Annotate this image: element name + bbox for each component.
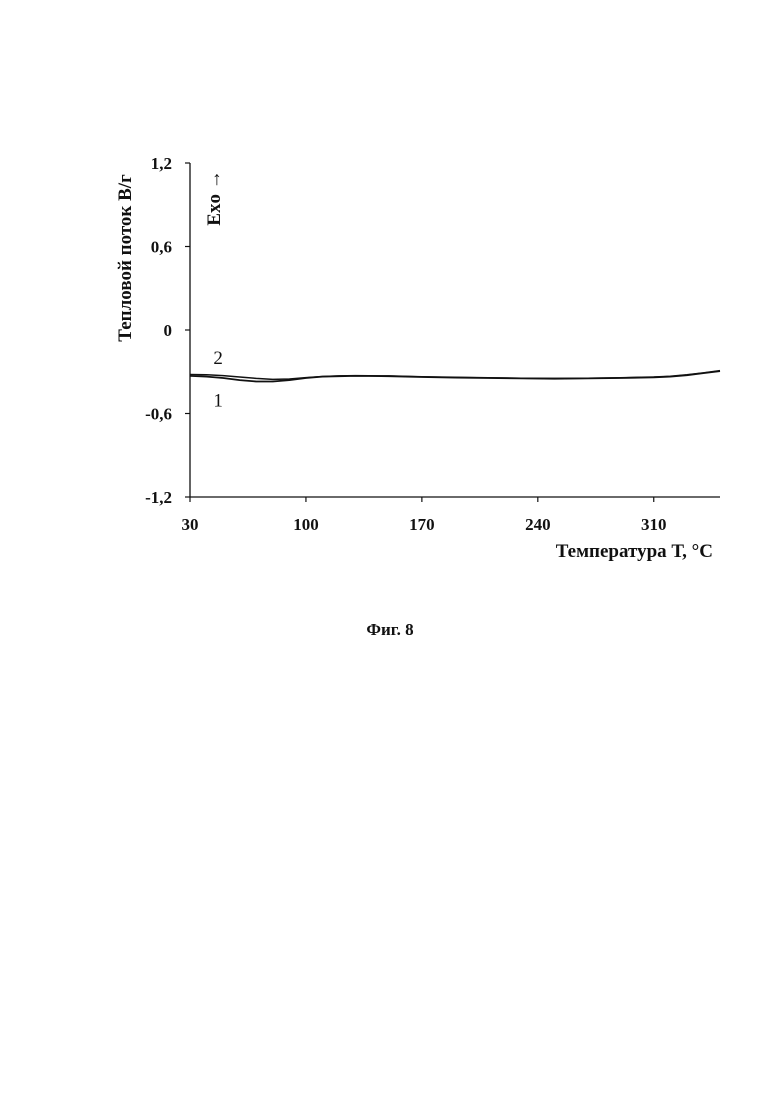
y-tick-label: 0 (164, 321, 173, 340)
x-tick-label: 100 (293, 515, 319, 534)
series-label-1: 1 (213, 390, 223, 411)
x-tick-label: 240 (525, 515, 551, 534)
x-tick-label: 170 (409, 515, 435, 534)
series-label-2: 2 (213, 348, 223, 369)
y-tick-label: -0,6 (145, 405, 172, 424)
y-tick-label: 0,6 (151, 238, 172, 257)
y-tick-label: 1,2 (151, 154, 172, 173)
y-tick-label: -1,2 (145, 488, 172, 507)
x-axis-title: Температура Т, °С (556, 541, 713, 562)
figure-caption: Фиг. 8 (0, 620, 780, 640)
x-tick-label: 30 (182, 515, 199, 534)
y-axis-title: Тепловой поток В/г (115, 174, 136, 342)
exo-annotation: Exo → (204, 170, 225, 225)
x-tick-label: 310 (641, 515, 667, 534)
